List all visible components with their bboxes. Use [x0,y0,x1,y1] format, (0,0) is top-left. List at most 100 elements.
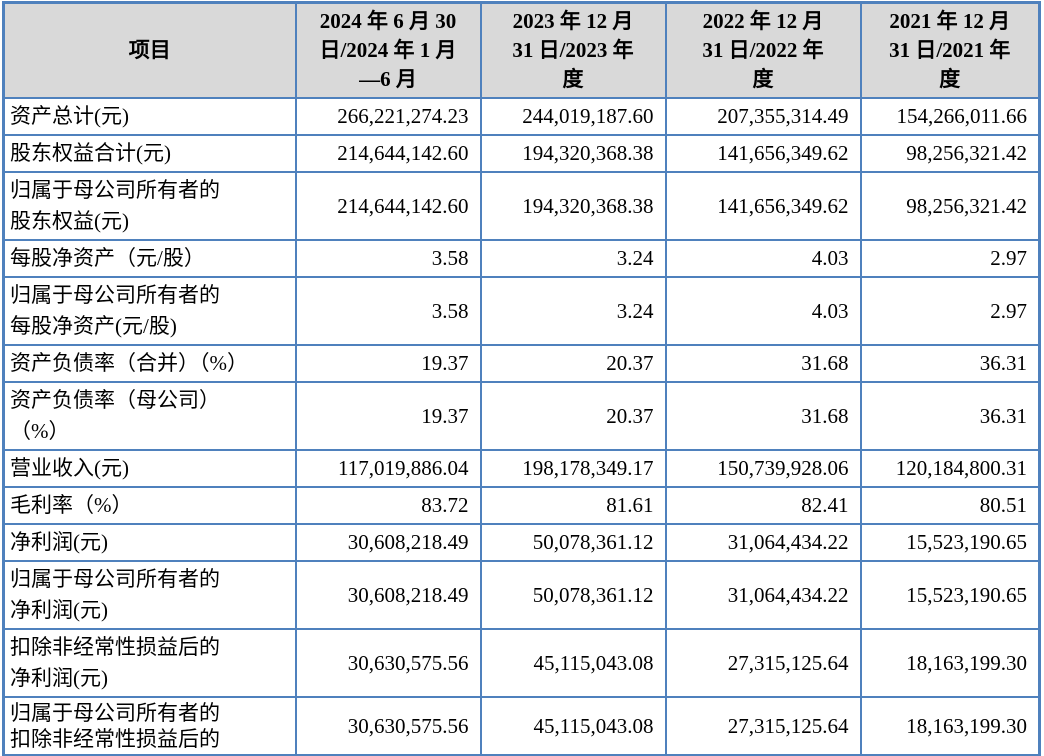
value-cell: 45,115,043.08 [479,696,667,756]
value-cell: 150,739,928.06 [664,449,862,488]
row-label-line: （%） [10,419,70,443]
header-cell-line: 2023 年 12 月 [512,9,634,33]
value-cell: 2.97 [859,239,1041,278]
row-label-line: 归属于母公司所有者的 [10,283,220,307]
row-label-cell: 归属于母公司所有者的 扣除非经常性损益后的 [2,696,297,756]
row-label-cell: 归属于母公司所有者的 净利润(元) [2,560,297,630]
value-cell: 27,315,125.64 [664,696,862,756]
value-cell: 27,315,125.64 [664,628,862,698]
value-cell: 15,523,190.65 [859,560,1041,630]
row-label-cell: 归属于母公司所有者的 每股净资产(元/股) [2,276,297,346]
row-label-line: 每股净资产（元/股） [10,246,205,270]
value-cell: 80.51 [859,486,1041,525]
value-cell: 31.68 [664,344,862,383]
table-row: 每股净资产（元/股） 3.58 3.24 4.03 2.97 [2,239,1041,278]
value-cell: 214,644,142.60 [294,134,482,173]
value-cell: 50,078,361.12 [479,523,667,562]
value-cell: 141,656,349.62 [664,171,862,241]
header-cell-line: 度 [939,67,961,91]
value-cell: 30,630,575.56 [294,628,482,698]
value-cell: 20.37 [479,381,667,451]
row-label-line: 净利润(元) [10,666,108,690]
row-label-line: 营业收入(元) [10,456,129,480]
value-cell: 207,355,314.49 [664,97,862,136]
value-cell: 36.31 [859,381,1041,451]
header-cell-line: 2022 年 12 月 [702,9,824,33]
value-cell: 82.41 [664,486,862,525]
header-cell-line: 31 日/2022 年 [702,38,824,62]
header-cell: 2023 年 12 月 31 日/2023 年度 [479,1,667,99]
header-cell-line: 日/2024 年 1 月 [319,38,457,62]
row-label-cell: 扣除非经常性损益后的 净利润(元) [2,628,297,698]
value-cell: 19.37 [294,381,482,451]
row-label-cell: 毛利率（%） [2,486,297,525]
table-row: 资产负债率（母公司） （%） 19.37 20.37 31.68 36.31 [2,381,1041,451]
row-label-cell: 资产总计(元) [2,97,297,136]
header-cell-line: 项目 [128,38,171,62]
value-cell: 98,256,321.42 [859,171,1041,241]
value-cell: 19.37 [294,344,482,383]
table-row: 股东权益合计(元) 214,644,142.60 194,320,368.38 141… [2,134,1041,173]
header-cell-line: 31 日/2023 年 [512,38,634,62]
table-row: 净利润(元) 30,608,218.49 50,078,361.12 31,064,4… [2,523,1041,562]
header-cell: 2021 年 12 月 31 日/2021 年度 [859,1,1041,99]
row-label-line: 股东权益(元) [10,209,129,233]
value-cell: 244,019,187.60 [479,97,667,136]
table-row: 资产总计(元) 266,221,274.23 244,019,187.60 207,3… [2,97,1041,136]
header-cell-line: 2021 年 12 月 [889,9,1011,33]
header-cell: 项目 [2,1,297,99]
value-cell: 198,178,349.17 [479,449,667,488]
table-row: 归属于母公司所有者的 股东权益(元) 214,644,142.60 194,320,3… [2,171,1041,241]
value-cell: 98,256,321.42 [859,134,1041,173]
value-cell: 31,064,434.22 [664,560,862,630]
row-label-line: 每股净资产(元/股) [10,314,177,338]
row-label-line: 扣除非经常性损益后的 [10,727,220,751]
value-cell: 18,163,199.30 [859,696,1041,756]
row-label-line: 归属于母公司所有者的 [10,567,220,591]
table-row: 归属于母公司所有者的 每股净资产(元/股) 3.58 3.24 4.03 2.97 [2,276,1041,346]
value-cell: 154,266,011.66 [859,97,1041,136]
table-row: 归属于母公司所有者的 净利润(元) 30,608,218.49 50,078,361.… [2,560,1041,630]
header-cell: 2024 年 6 月 30 日/2024 年 1 月 —6 月 [294,1,482,99]
row-label-cell: 营业收入(元) [2,449,297,488]
value-cell: 4.03 [664,276,862,346]
table-row: 扣除非经常性损益后的 净利润(元) 30,630,575.56 45,115,043.… [2,628,1041,698]
row-label-line: 归属于母公司所有者的 [10,701,220,725]
value-cell: 120,184,800.31 [859,449,1041,488]
value-cell: 81.61 [479,486,667,525]
value-cell: 31,064,434.22 [664,523,862,562]
table-row: 归属于母公司所有者的 扣除非经常性损益后的 30,630,575.56 45,115,… [2,696,1041,756]
value-cell: 266,221,274.23 [294,97,482,136]
row-label-cell: 归属于母公司所有者的 股东权益(元) [2,171,297,241]
value-cell: 83.72 [294,486,482,525]
value-cell: 30,630,575.56 [294,696,482,756]
row-label-cell: 资产负债率（母公司） （%） [2,381,297,451]
value-cell: 36.31 [859,344,1041,383]
value-cell: 50,078,361.12 [479,560,667,630]
value-cell: 3.58 [294,239,482,278]
value-cell: 2.97 [859,276,1041,346]
row-label-cell: 每股净资产（元/股） [2,239,297,278]
row-label-cell: 股东权益合计(元) [2,134,297,173]
header-cell: 2022 年 12 月 31 日/2022 年度 [664,1,862,99]
row-label-line: 股东权益合计(元) [10,141,171,165]
row-label-line: 资产负债率（母公司） [10,388,220,412]
header-cell-line: 2024 年 6 月 30 [319,9,457,33]
table-row: 资产负债率（合并）（%） 19.37 20.37 31.68 36.31 [2,344,1041,383]
value-cell: 30,608,218.49 [294,560,482,630]
row-label-line: 资产负债率（合并）（%） [10,351,248,375]
value-cell: 4.03 [664,239,862,278]
value-cell: 3.24 [479,239,667,278]
header-cell-line: —6 月 [359,67,417,91]
value-cell: 141,656,349.62 [664,134,862,173]
row-label-line: 净利润(元) [10,530,108,554]
table-row: 毛利率（%） 83.72 81.61 82.41 80.51 [2,486,1041,525]
row-label-line: 资产总计(元) [10,104,129,128]
value-cell: 3.24 [479,276,667,346]
value-cell: 194,320,368.38 [479,134,667,173]
value-cell: 15,523,190.65 [859,523,1041,562]
row-label-line: 归属于母公司所有者的 [10,178,220,202]
header-cell-line: 度 [752,67,774,91]
